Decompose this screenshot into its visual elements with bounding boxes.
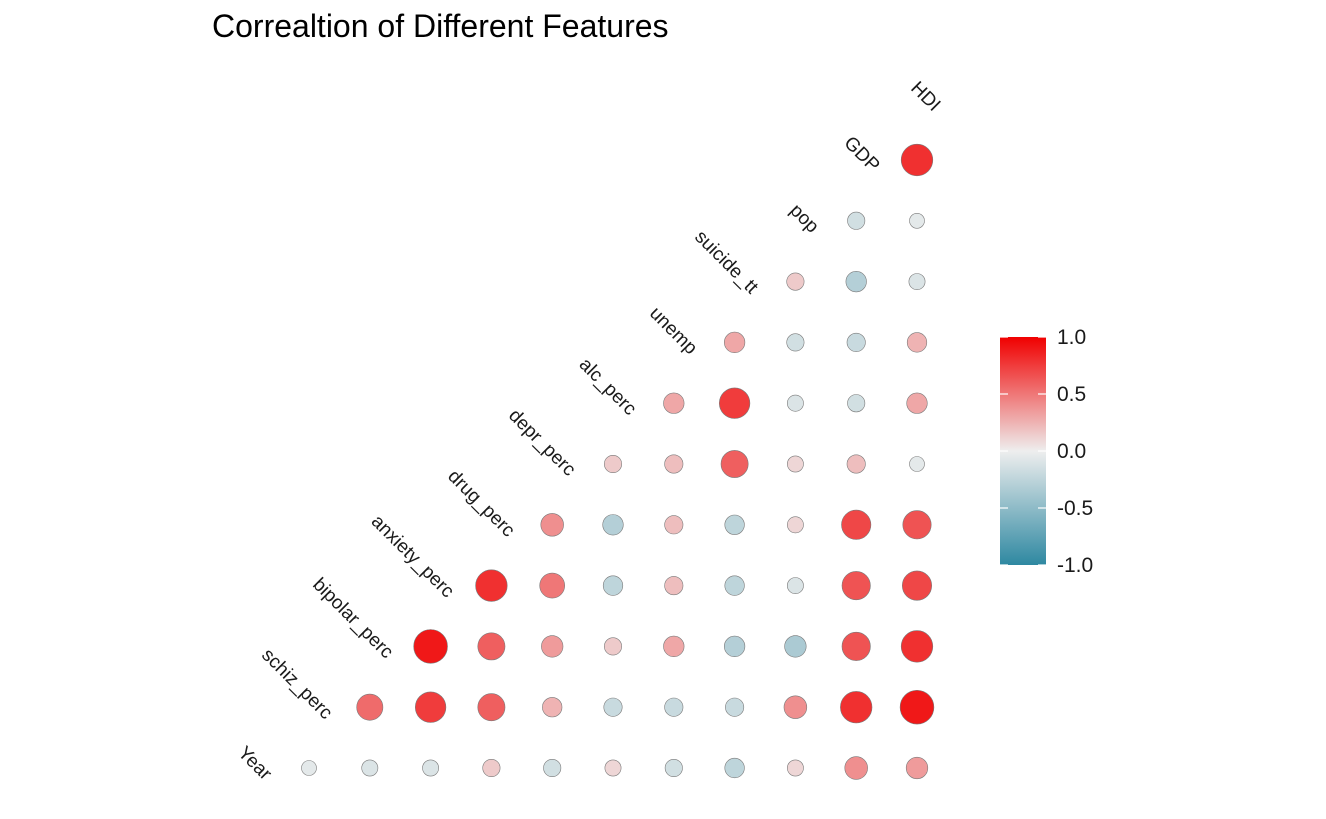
variable-label-unemp: unemp [645,303,701,359]
corr-circle-schiz_perc-bipolar_perc [356,693,384,721]
corr-circle-drug_perc-unemp [664,515,684,535]
corr-circle-schiz_perc-drug_perc [477,693,506,722]
corr-circle-Year-depr_perc [543,758,562,777]
corr-circle-bipolar_perc-GDP [841,631,871,661]
corr-circle-alc_perc-GDP [847,394,866,413]
corr-circle-schiz_perc-HDI [899,689,935,725]
corr-circle-bipolar_perc-depr_perc [541,635,564,658]
corr-circle-Year-unemp [664,758,683,777]
corr-circle-drug_perc-pop [787,516,804,534]
variable-label-anxiety_perc: anxiety_perc [367,511,458,602]
variable-label-bipolar_perc: bipolar_perc [308,574,397,663]
legend-tick-label: -1.0 [1057,554,1093,577]
corr-circle-unemp-pop [786,333,805,352]
corr-circle-schiz_perc-anxiety_perc [415,691,447,723]
corr-circle-bipolar_perc-unemp [663,635,685,658]
corr-circle-schiz_perc-GDP [840,691,873,724]
legend-tick-label: 0.5 [1057,383,1086,406]
chart-title: Correaltion of Different Features [212,8,669,44]
variable-label-alc_perc: alc_perc [575,354,641,420]
corr-circle-suicide_tt-pop [786,272,805,291]
legend-tick-label: 1.0 [1057,326,1086,349]
corr-circle-bipolar_perc-HDI [900,630,934,663]
corr-circle-alc_perc-pop [787,394,804,412]
corr-circle-anxiety_perc-unemp [664,576,684,596]
corr-circle-bipolar_perc-suicide_tt [723,635,746,658]
color-legend: 1.0 0.5 0.0 -0.5 -1.0 [1000,326,1093,577]
corr-circle-pop-GDP [847,211,866,230]
variable-label-schiz_perc: schiz_perc [257,645,336,724]
corr-circle-drug_perc-HDI [902,510,932,540]
variable-label-drug_perc: drug_perc [443,466,518,541]
corr-circle-anxiety_perc-HDI [901,570,932,601]
corr-circle-GDP-HDI [900,143,934,177]
corr-circle-anxiety_perc-depr_perc [539,572,566,599]
corr-circle-unemp-suicide_tt [723,331,746,354]
corr-circle-Year-schiz_perc [301,760,317,776]
corr-circle-suicide_tt-GDP [845,271,867,293]
corr-circle-schiz_perc-alc_perc [603,697,623,717]
corr-circle-depr_perc-pop [787,455,804,473]
corr-circle-bipolar_perc-anxiety_perc [413,629,448,664]
corr-circle-drug_perc-GDP [841,509,872,540]
corr-circle-anxiety_perc-drug_perc [475,569,508,602]
correlation-circles [301,143,935,780]
corr-circle-depr_perc-unemp [664,454,684,474]
corr-circle-Year-bipolar_perc [361,759,379,777]
corr-circle-Year-suicide_tt [724,757,745,779]
corr-circle-unemp-HDI [906,332,928,353]
corr-circle-drug_perc-alc_perc [602,514,624,536]
corr-circle-anxiety_perc-suicide_tt [724,575,745,596]
legend-tick-label: -0.5 [1057,497,1093,520]
variable-label-HDI: HDI [906,78,944,116]
corr-circle-bipolar_perc-pop [784,635,807,658]
corr-circle-bipolar_perc-alc_perc [603,637,622,656]
corr-circle-alc_perc-unemp [663,392,685,414]
variable-label-depr_perc: depr_perc [504,405,579,480]
variable-label-suicide_tt: suicide_tt [690,227,762,299]
corr-circle-drug_perc-depr_perc [540,513,564,537]
corr-circle-bipolar_perc-drug_perc [477,632,506,661]
corr-circle-Year-alc_perc [604,759,622,777]
corr-circle-suicide_tt-HDI [908,273,926,291]
corr-circle-depr_perc-suicide_tt [720,450,749,478]
corr-circle-depr_perc-alc_perc [603,454,622,473]
corr-circle-depr_perc-HDI [909,456,925,472]
corr-circle-Year-drug_perc [482,758,501,777]
corr-circle-anxiety_perc-pop [787,577,804,595]
corr-circle-depr_perc-GDP [846,454,866,474]
variable-label-Year: Year [234,743,276,785]
corr-circle-drug_perc-suicide_tt [724,514,745,535]
corr-circle-pop-HDI [909,213,925,229]
corr-circle-alc_perc-HDI [906,392,928,414]
corr-circle-alc_perc-suicide_tt [718,387,751,419]
corr-circle-anxiety_perc-alc_perc [602,575,624,596]
corr-circle-anxiety_perc-GDP [841,571,871,601]
legend-tick-label: 0.0 [1057,440,1086,463]
corr-circle-Year-GDP [844,756,868,780]
corr-circle-schiz_perc-suicide_tt [725,697,745,717]
variable-label-pop: pop [785,200,822,237]
corr-circle-Year-HDI [905,756,929,780]
corr-circle-schiz_perc-depr_perc [542,697,563,718]
corr-circle-schiz_perc-pop [783,695,808,719]
variable-label-GDP: GDP [840,133,884,177]
corr-circle-schiz_perc-unemp [664,697,684,717]
corr-circle-Year-anxiety_perc [422,759,440,777]
corr-circle-Year-pop [787,759,804,777]
variable-labels: Year schiz_percbipolar_percanxiety_percdr… [234,78,945,785]
corr-circle-unemp-GDP [846,332,866,352]
